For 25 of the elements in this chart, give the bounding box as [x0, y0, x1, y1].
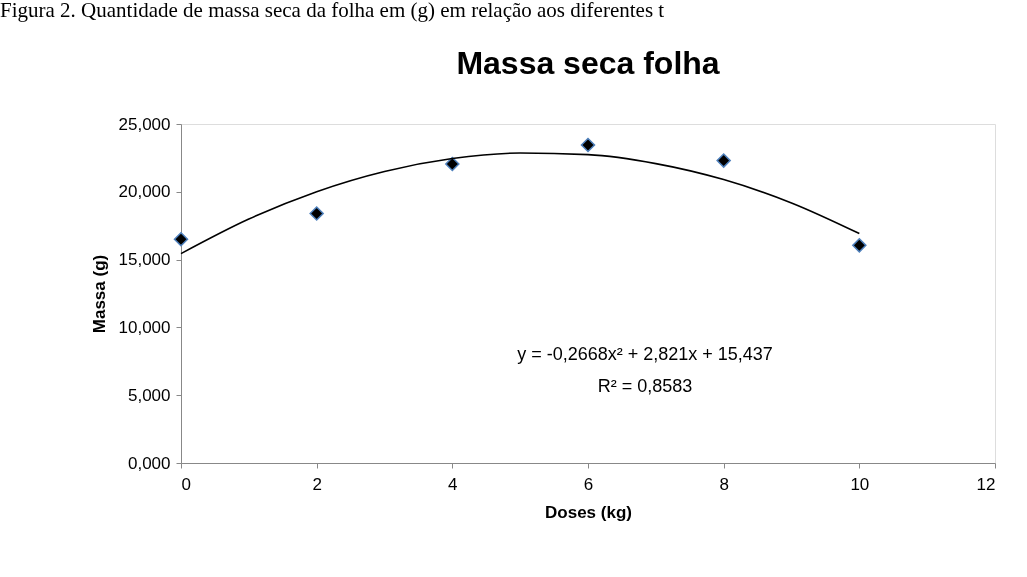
x-tick-label: 8: [719, 474, 729, 494]
annotation: R² = 0,8583: [597, 376, 693, 396]
x-tick-label: 0: [181, 474, 191, 494]
y-axis-title: Massa (g): [89, 254, 109, 334]
x-tick-label: 12: [976, 474, 996, 494]
x-tick-label: 10: [850, 474, 870, 494]
chart-title: Massa seca folha: [456, 45, 720, 81]
x-tick-label: 4: [448, 474, 458, 494]
y-tick-label: 10,000: [118, 317, 171, 337]
x-axis-title: Doses (kg): [545, 502, 632, 522]
y-tick-label: 15,000: [118, 250, 171, 270]
point: [445, 156, 460, 172]
point: [580, 137, 596, 153]
point: [852, 238, 867, 253]
y-tick-label: 0,000: [127, 453, 171, 473]
point: [173, 231, 189, 247]
point: [716, 153, 731, 168]
annotation: y = -0,2668x² + 2,821x + 15,437: [517, 344, 773, 364]
y-tick-label: 25,000: [118, 114, 171, 134]
point: [309, 206, 324, 221]
y-tick-label: 5,000: [127, 385, 171, 405]
x-tick-label: 6: [583, 474, 594, 494]
x-tick-label: 2: [312, 474, 322, 494]
y-tick-label: 20,000: [118, 182, 171, 202]
text: Figura 2. Quantidade de massa seca da folha em (g) em relação aos diferentes t: [0, 0, 665, 22]
